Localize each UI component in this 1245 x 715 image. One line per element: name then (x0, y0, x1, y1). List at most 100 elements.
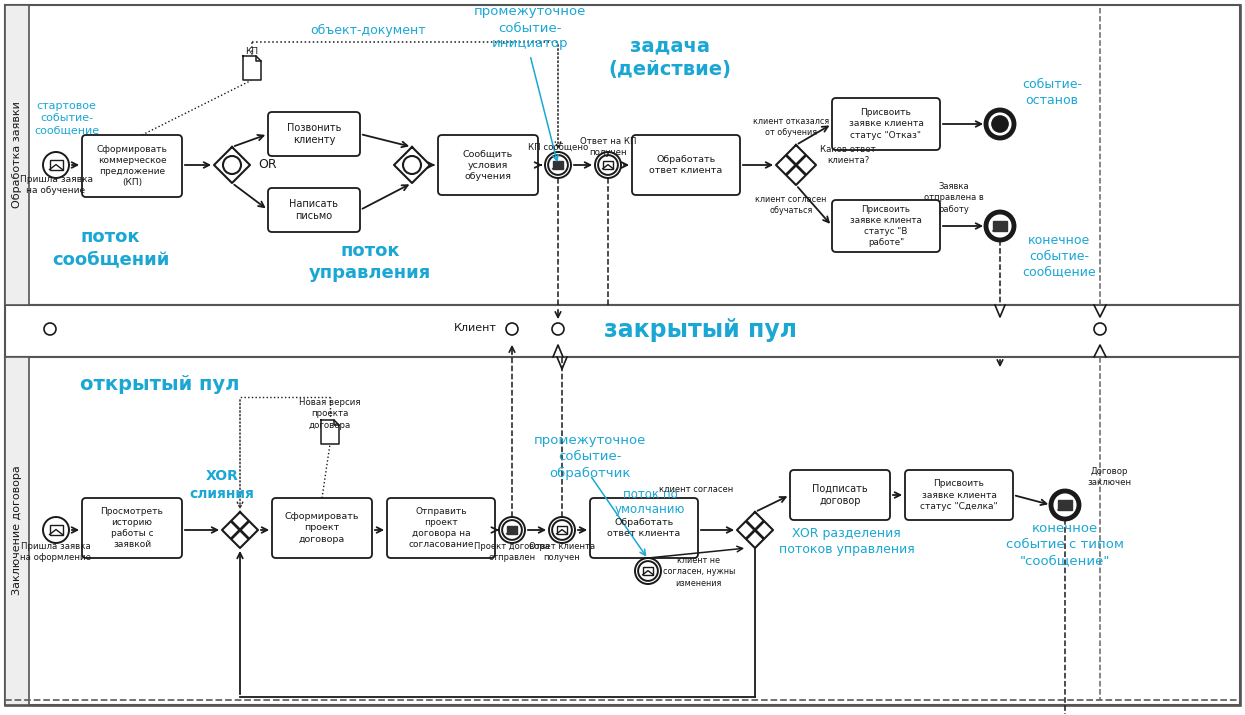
FancyBboxPatch shape (438, 135, 538, 195)
Bar (507, 526, 518, 534)
Text: стартовое
событие-
сообщение: стартовое событие- сообщение (34, 101, 100, 135)
Circle shape (502, 520, 522, 540)
Circle shape (595, 152, 621, 178)
Text: промежуточное
событие-
обработчик: промежуточное событие- обработчик (534, 435, 646, 480)
Text: конечное
событие-
сообщение: конечное событие- сообщение (1022, 234, 1096, 279)
Text: открытый пул: открытый пул (80, 375, 239, 395)
Text: Обработать
ответ клиента: Обработать ответ клиента (650, 155, 722, 175)
Text: Написать
письмо: Написать письмо (290, 199, 339, 221)
Circle shape (639, 561, 657, 581)
Text: закрытый пул: закрытый пул (604, 318, 797, 342)
FancyBboxPatch shape (268, 112, 360, 156)
Circle shape (598, 155, 618, 175)
Text: Пришла заявка
на оформление: Пришла заявка на оформление (20, 542, 91, 562)
Text: событие-
останов: событие- останов (1022, 77, 1082, 107)
Text: Обработать
ответ клиента: Обработать ответ клиента (608, 518, 681, 538)
Text: Ответ на КП
получен: Ответ на КП получен (580, 137, 636, 157)
Text: XOR разделения
потоков управления: XOR разделения потоков управления (779, 528, 915, 556)
FancyBboxPatch shape (832, 200, 940, 252)
Circle shape (223, 156, 242, 174)
Text: Клиент: Клиент (453, 323, 497, 333)
Text: Позвонить
клиенту: Позвонить клиенту (286, 123, 341, 145)
Bar (5, 5, 29, 305)
Circle shape (44, 517, 68, 543)
Polygon shape (214, 147, 250, 183)
Text: Договор
заключен: Договор заключен (1087, 467, 1132, 487)
Circle shape (992, 116, 1008, 132)
Text: Пришла заявка
на обучение: Пришла заявка на обучение (20, 175, 92, 195)
Bar (50, 160, 62, 169)
FancyBboxPatch shape (268, 188, 360, 232)
Circle shape (986, 212, 1013, 240)
Text: КП: КП (245, 47, 259, 56)
FancyBboxPatch shape (387, 498, 496, 558)
Text: Отправить
проект
договора на
согласование: Отправить проект договора на согласовани… (408, 507, 474, 549)
Text: поток
сообщений: поток сообщений (52, 228, 169, 268)
Text: Подписать
договор: Подписать договор (812, 484, 868, 506)
Text: Просмотреть
историю
работы с
заявкой: Просмотреть историю работы с заявкой (101, 507, 163, 549)
Circle shape (552, 323, 564, 335)
Text: Присвоить
заявке клиента
статус "В
работе": Присвоить заявке клиента статус "В работ… (850, 205, 923, 247)
Text: объект-документ: объект-документ (310, 24, 426, 36)
Bar (557, 526, 568, 534)
Circle shape (635, 558, 661, 584)
Text: клиент согласен
обучаться: клиент согласен обучаться (756, 195, 827, 215)
Text: промежуточное
событие-
инициатор: промежуточное событие- инициатор (474, 6, 586, 51)
Bar (5, 357, 29, 705)
Text: Сформировать
коммерческое
предложение
(КП): Сформировать коммерческое предложение (К… (97, 145, 167, 187)
Text: Каков ответ
клиента?: Каков ответ клиента? (820, 145, 875, 165)
Bar (1058, 500, 1072, 510)
Bar (553, 161, 563, 169)
FancyBboxPatch shape (791, 470, 890, 520)
Bar (994, 221, 1007, 231)
Text: Сообщить
условия
обучения: Сообщить условия обучения (463, 149, 513, 181)
FancyBboxPatch shape (271, 498, 372, 558)
Text: Новая версия
проекта
договора: Новая версия проекта договора (299, 398, 361, 430)
Circle shape (44, 152, 68, 178)
Text: Ответ клиента
получен: Ответ клиента получен (529, 542, 595, 562)
Text: клиент согласен: клиент согласен (659, 485, 733, 495)
Circle shape (1051, 491, 1079, 519)
Text: Присвоить
заявке клиента
статус "Сделка": Присвоить заявке клиента статус "Сделка" (920, 479, 997, 511)
FancyBboxPatch shape (82, 498, 182, 558)
FancyBboxPatch shape (590, 498, 698, 558)
Circle shape (545, 152, 571, 178)
Text: КП сообщено: КП сообщено (528, 142, 588, 152)
Text: Обработка заявки: Обработка заявки (12, 102, 22, 209)
Circle shape (505, 323, 518, 335)
Circle shape (499, 517, 525, 543)
Text: Заключение договора: Заключение договора (12, 465, 22, 595)
Bar (603, 161, 614, 169)
Text: поток по
умолчанию: поток по умолчанию (615, 488, 686, 516)
Bar (5, 357, 1240, 705)
Polygon shape (222, 512, 258, 548)
Text: Присвоить
заявке клиента
статус "Отказ": Присвоить заявке клиента статус "Отказ" (849, 109, 924, 139)
Bar (5, 305, 1240, 357)
Text: Сформировать
проект
договора: Сформировать проект договора (285, 513, 360, 543)
Circle shape (548, 155, 568, 175)
Polygon shape (737, 512, 773, 548)
Circle shape (1094, 323, 1106, 335)
FancyBboxPatch shape (832, 98, 940, 150)
Circle shape (549, 517, 575, 543)
Bar (5, 5, 1240, 305)
Text: задача
(действие): задача (действие) (609, 36, 732, 79)
Polygon shape (243, 56, 261, 80)
Text: конечное
событие с типом
"сообщение": конечное событие с типом "сообщение" (1006, 523, 1124, 568)
FancyBboxPatch shape (82, 135, 182, 197)
Text: поток
управления: поток управления (309, 242, 431, 282)
FancyBboxPatch shape (905, 470, 1013, 520)
Polygon shape (776, 145, 815, 185)
Circle shape (403, 156, 421, 174)
Bar (50, 526, 62, 535)
Text: XOR
слияния: XOR слияния (189, 469, 254, 500)
Polygon shape (321, 420, 339, 444)
Text: Заявка
отправлена в
работу: Заявка отправлена в работу (924, 182, 984, 214)
Bar (642, 567, 654, 575)
FancyBboxPatch shape (632, 135, 740, 195)
Circle shape (44, 323, 56, 335)
Text: OR: OR (258, 159, 276, 172)
Circle shape (552, 520, 571, 540)
Text: клиент не
согласен, нужны
изменения: клиент не согласен, нужны изменения (662, 556, 735, 588)
Text: клиент отказался
от обучения: клиент отказался от обучения (753, 117, 829, 137)
